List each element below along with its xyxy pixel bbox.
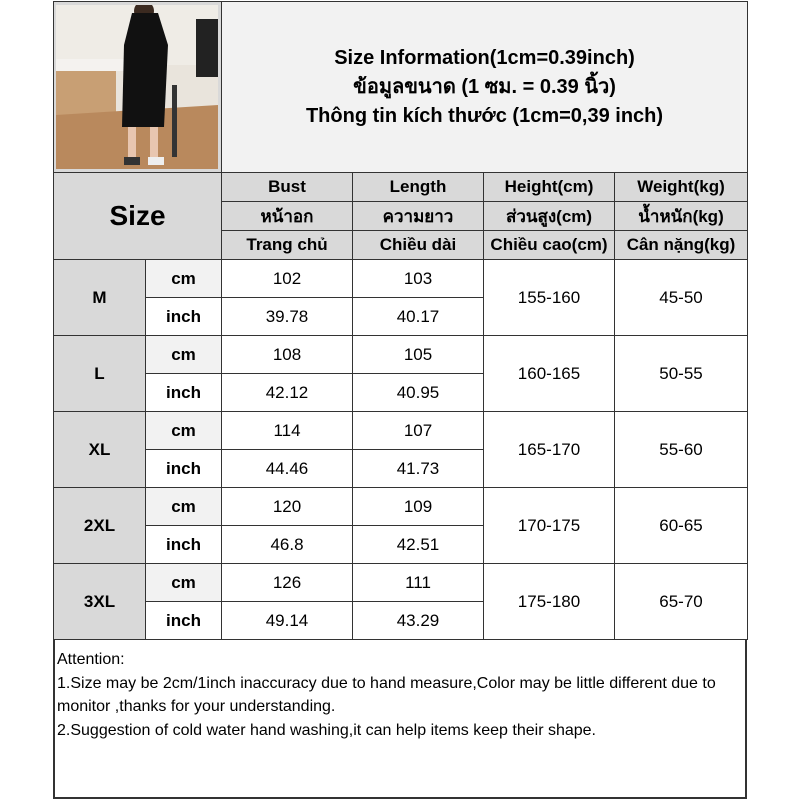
bust-inch: 49.14 xyxy=(221,601,353,640)
size-label: 3XL xyxy=(53,563,146,640)
length-cm: 107 xyxy=(352,411,484,450)
dress-model-image xyxy=(56,5,218,169)
weight-range: 60-65 xyxy=(613,487,749,564)
size-label: L xyxy=(53,335,146,412)
col-bust-en: Bust xyxy=(221,172,353,202)
weight-range: 65-70 xyxy=(613,563,749,640)
title-vietnamese: Thông tin kích thước (1cm=0,39 inch) xyxy=(305,104,664,127)
col-length-en: Length xyxy=(352,172,484,202)
unit-cm: cm xyxy=(145,335,222,374)
size-table: Size Information(1cm=0.39inch) ข้อมูลขนา… xyxy=(53,1,749,640)
size-chart: Size Information(1cm=0.39inch) ข้อมูลขนา… xyxy=(53,1,749,799)
height-range: 160-165 xyxy=(483,335,615,412)
size-header: Size xyxy=(53,172,222,260)
size-label: M xyxy=(53,259,146,336)
size-row-cm: L cm 108 105 160-165 50-55 xyxy=(53,335,749,412)
weight-range: 50-55 xyxy=(613,335,749,412)
length-cm: 103 xyxy=(352,259,484,298)
col-weight-th: น้ำหนัก(kg) xyxy=(613,201,749,231)
length-inch: 42.51 xyxy=(352,525,484,564)
size-label: 2XL xyxy=(53,487,146,564)
unit-cm: cm xyxy=(145,487,222,526)
height-range: 175-180 xyxy=(483,563,615,640)
unit-inch: inch xyxy=(145,297,222,336)
col-weight-en: Weight(kg) xyxy=(613,172,749,202)
unit-cm: cm xyxy=(145,563,222,602)
height-range: 155-160 xyxy=(483,259,615,336)
height-range: 170-175 xyxy=(483,487,615,564)
size-row-cm: 3XL cm 126 111 175-180 65-70 xyxy=(53,563,749,640)
size-row-inch: inch 42.12 40.95 xyxy=(54,373,748,412)
bust-cm: 114 xyxy=(221,411,353,450)
size-row-inch: inch 46.8 42.51 xyxy=(54,525,748,564)
unit-cm: cm xyxy=(145,411,222,450)
length-cm: 105 xyxy=(352,335,484,374)
unit-inch: inch xyxy=(145,601,222,640)
bust-inch: 44.46 xyxy=(221,449,353,488)
unit-cm: cm xyxy=(145,259,222,298)
size-row-cm: XL cm 114 107 165-170 55-60 xyxy=(53,411,749,488)
unit-inch: inch xyxy=(145,525,222,564)
col-height-en: Height(cm) xyxy=(483,172,615,202)
height-range: 165-170 xyxy=(483,411,615,488)
unit-inch: inch xyxy=(145,373,222,412)
bust-inch: 46.8 xyxy=(221,525,353,564)
size-row-inch: inch 49.14 43.29 xyxy=(54,601,748,640)
bust-cm: 126 xyxy=(221,563,353,602)
length-cm: 111 xyxy=(352,563,484,602)
title-thai: ข้อมูลขนาด (1 ซม. = 0.39 นิ้ว) xyxy=(353,75,616,98)
attention-heading: Attention: xyxy=(57,651,125,668)
product-photo xyxy=(53,1,222,173)
length-inch: 41.73 xyxy=(352,449,484,488)
weight-range: 45-50 xyxy=(613,259,749,336)
length-inch: 40.17 xyxy=(352,297,484,336)
attention-notes: Attention: 1.Size may be 2cm/1inch inacc… xyxy=(55,645,745,745)
title-block: Size Information(1cm=0.39inch) ข้อมูลขนา… xyxy=(220,1,749,173)
size-row-cm: M cm 102 103 155-160 45-50 xyxy=(53,259,749,336)
col-bust-vi: Trang chủ xyxy=(221,230,353,260)
bust-inch: 39.78 xyxy=(221,297,353,336)
col-height-vi: Chiều cao(cm) xyxy=(483,230,615,260)
length-inch: 40.95 xyxy=(352,373,484,412)
unit-inch: inch xyxy=(145,449,222,488)
length-inch: 43.29 xyxy=(352,601,484,640)
size-row-inch: inch 44.46 41.73 xyxy=(54,449,748,488)
bust-inch: 42.12 xyxy=(221,373,353,412)
bust-cm: 108 xyxy=(221,335,353,374)
attention-note-2: 2.Suggestion of cold water hand washing,… xyxy=(57,721,596,739)
bust-cm: 120 xyxy=(221,487,353,526)
attention-note-1: 1.Size may be 2cm/1inch inaccuracy due t… xyxy=(57,674,716,716)
col-length-th: ความยาว xyxy=(352,201,484,231)
col-height-th: ส่วนสูง(cm) xyxy=(483,201,615,231)
size-row-inch: inch 39.78 40.17 xyxy=(54,297,748,336)
bust-cm: 102 xyxy=(221,259,353,298)
col-bust-th: หน้าอก xyxy=(221,201,353,231)
size-label: XL xyxy=(53,411,146,488)
title-english: Size Information(1cm=0.39inch) xyxy=(334,46,635,69)
size-row-cm: 2XL cm 120 109 170-175 60-65 xyxy=(53,487,749,564)
weight-range: 55-60 xyxy=(613,411,749,488)
length-cm: 109 xyxy=(352,487,484,526)
col-length-vi: Chiều dài xyxy=(352,230,484,260)
col-weight-vi: Cân nặng(kg) xyxy=(613,230,749,260)
